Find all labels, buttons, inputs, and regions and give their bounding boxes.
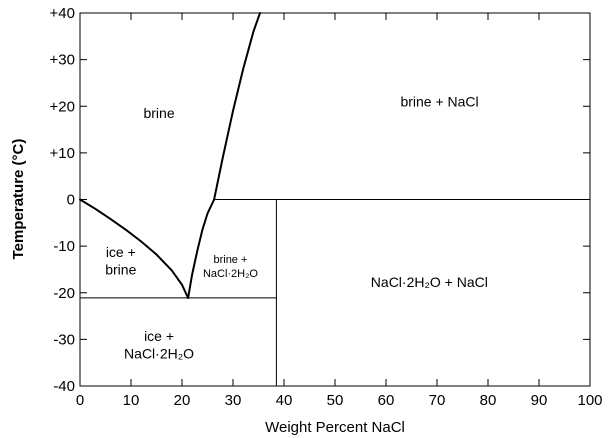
y-axis-title: Temperature (°C) — [10, 139, 27, 260]
x-tick-label: 80 — [480, 392, 497, 409]
y-tick-label: -10 — [53, 238, 75, 255]
x-tick-label: 40 — [276, 392, 293, 409]
phase-boundaries — [79, 12, 591, 387]
region-label: brine + NaCl — [400, 93, 478, 109]
region-label: ice + brine — [105, 244, 136, 278]
x-tick-label: 10 — [123, 392, 140, 409]
x-tick-label: 0 — [76, 392, 84, 409]
region-labels: brine brine + NaCl ice + brine brine + NaCl·2… — [105, 93, 488, 361]
y-tick-label: +40 — [50, 5, 75, 22]
x-tick-label: 90 — [531, 392, 548, 409]
phase-curve — [79, 198, 190, 299]
phase-curve — [213, 12, 261, 201]
y-tick-label: +10 — [50, 145, 75, 162]
region-label: NaCl·2H₂O + NaCl — [371, 274, 488, 290]
region-label: ice + NaCl·2H₂O — [124, 328, 194, 362]
y-tick-label: +30 — [50, 52, 75, 69]
region-label: brine + NaCl·2H₂O — [203, 254, 258, 280]
y-tick-label: +20 — [50, 98, 75, 115]
y-tick-label: -40 — [53, 378, 75, 395]
x-tick-label: 60 — [378, 392, 395, 409]
x-tick-label: 70 — [429, 392, 446, 409]
x-axis-title: Weight Percent NaCl — [265, 419, 405, 436]
x-tick-label: 50 — [327, 392, 344, 409]
y-tick-label: -30 — [53, 331, 75, 348]
y-tick-label: 0 — [67, 192, 75, 209]
y-tick-label: -20 — [53, 285, 75, 302]
phase-curve — [187, 198, 216, 299]
x-tick-label: 20 — [174, 392, 191, 409]
axis-ticks: 0 10 20 30 40 50 60 70 80 90 100 +40 +30 +20 +10 0 -10 -2… — [50, 5, 603, 409]
x-tick-label: 30 — [225, 392, 242, 409]
region-label: brine — [143, 105, 174, 121]
x-tick-label: 100 — [577, 392, 602, 409]
